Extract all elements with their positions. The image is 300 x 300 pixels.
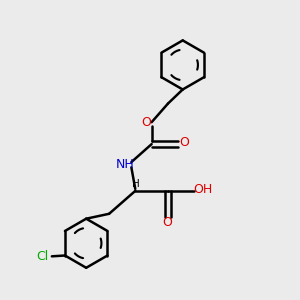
Text: O: O xyxy=(141,116,151,129)
Text: OH: OH xyxy=(194,183,213,196)
Text: O: O xyxy=(162,217,172,230)
Text: H: H xyxy=(132,179,140,189)
Text: O: O xyxy=(179,136,189,149)
Text: Cl: Cl xyxy=(37,250,49,263)
Text: NH: NH xyxy=(116,158,134,171)
